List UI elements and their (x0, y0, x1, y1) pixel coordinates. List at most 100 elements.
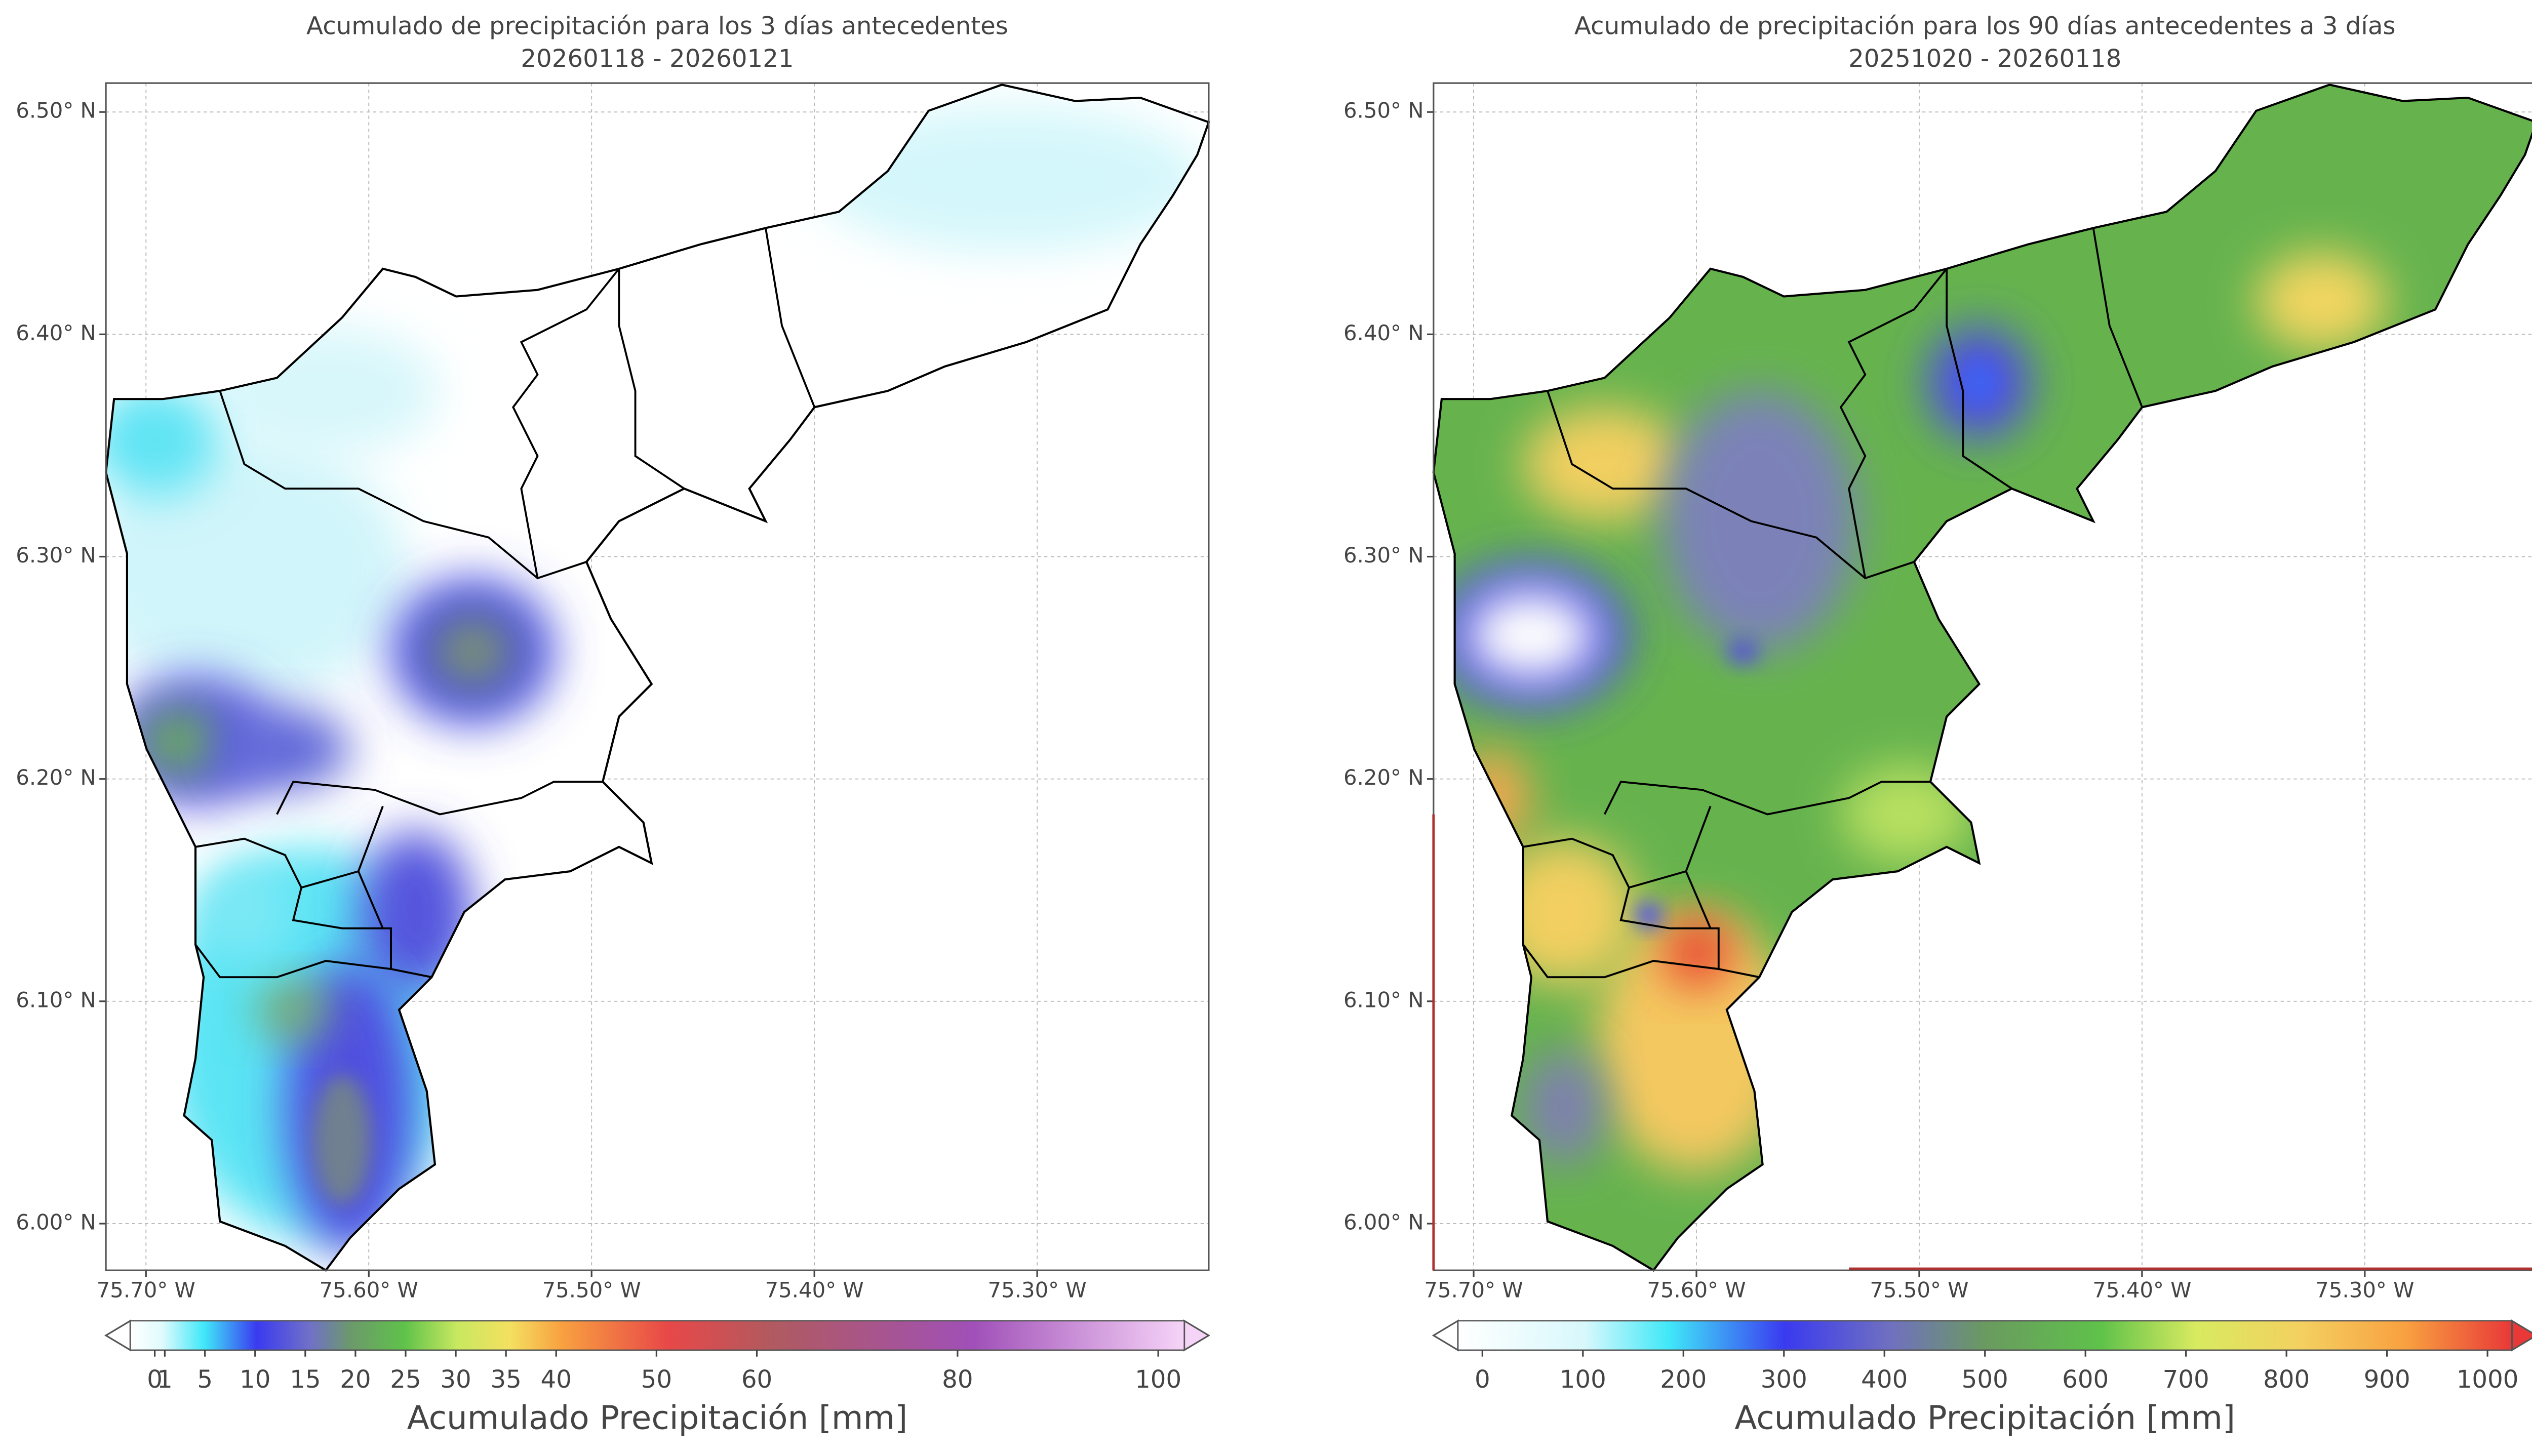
field-blob (814, 106, 1206, 253)
colorbar-tick-label: 40 (541, 1365, 572, 1394)
x-tick-label: 75.30° W (2315, 1278, 2414, 1303)
colorbar-tick-label: 0 (1475, 1365, 1490, 1394)
map-panel: Acumulado de precipitación para los 90 d… (1343, 12, 2532, 1437)
colorbar (130, 1320, 1185, 1351)
colorbar-tick-label: 25 (390, 1365, 421, 1394)
colorbar-tick-label: 30 (440, 1365, 471, 1394)
x-tick-label: 75.70° W (1424, 1278, 1523, 1303)
colorbar-tick-label: 5 (197, 1365, 213, 1394)
y-tick-label: 6.20° N (1343, 765, 1424, 790)
colorbar-tick-label: 1000 (2457, 1365, 2519, 1394)
x-tick-label: 75.30° W (988, 1278, 1087, 1303)
field-blob (1596, 912, 1792, 1173)
colorbar-tick-label: 15 (290, 1365, 321, 1394)
field-blob (138, 708, 220, 774)
field-blob (220, 708, 350, 790)
municipal-boundary (765, 228, 816, 408)
municipal-boundary (1946, 268, 2012, 490)
panel-subtitle: 20260118 - 20260121 (521, 45, 794, 73)
colorbar-tick-label: 50 (641, 1365, 672, 1394)
field-blob (212, 326, 440, 456)
y-tick-label: 6.00° N (1343, 1209, 1424, 1234)
colorbar-tick-label: 100 (1135, 1365, 1181, 1394)
field-blob (1449, 749, 1531, 847)
y-tick-label: 6.40° N (1343, 320, 1424, 345)
region-boundary (1432, 84, 2532, 1272)
municipal-boundary (1839, 268, 1948, 579)
y-tick-label: 6.50° N (16, 98, 96, 123)
precip-field (106, 85, 1209, 1271)
colorbar-tick-label: 800 (2263, 1365, 2310, 1394)
colorbar-tick-label: 60 (741, 1365, 772, 1394)
municipal-boundary (1685, 871, 1712, 929)
colorbar-tick-label: 500 (1962, 1365, 2008, 1394)
colorbar-tick-label: 0 (147, 1365, 163, 1394)
municipal-boundary (1619, 887, 1720, 969)
colorbar-tick-label: 80 (942, 1365, 973, 1394)
x-tick-label: 75.40° W (2092, 1278, 2191, 1303)
colorbar-tick-label: 900 (2364, 1365, 2410, 1394)
colorbar-tick-label: 35 (490, 1365, 521, 1394)
field-blob (312, 1075, 372, 1205)
x-tick-label: 75.60° W (1647, 1278, 1746, 1303)
municipal-boundary (2092, 228, 2143, 408)
field-blob (1661, 917, 1733, 989)
colorbar (1457, 1320, 2513, 1351)
colorbar-tick-label: 100 (1560, 1365, 1606, 1394)
colorbar-tick-label: 20 (340, 1365, 371, 1394)
colorbar-extend (2511, 1319, 2532, 1352)
field-blob (1635, 902, 1662, 928)
municipal-boundary (195, 805, 384, 889)
colorbar-label: Acumulado Precipitación [mm] (407, 1399, 908, 1437)
colorbar-tick-label: 10 (240, 1365, 270, 1394)
field-blob (195, 863, 294, 961)
axes-frame (105, 82, 1210, 1271)
field-blob (1661, 391, 1857, 652)
municipal-boundary (276, 781, 603, 816)
colorbar-extend (1432, 1319, 1459, 1352)
field-blob (431, 616, 513, 687)
region-boundary (104, 84, 1210, 1272)
colorbar-tick-label: 400 (1861, 1365, 1908, 1394)
municipal-boundary (1522, 944, 1760, 979)
map-panel: Acumulado de precipitación para los 3 dí… (16, 12, 1211, 1437)
colorbar-label: Acumulado Precipitación [mm] (1734, 1399, 2235, 1437)
y-tick-label: 6.30° N (1343, 543, 1424, 568)
colorbar-tick-label: 600 (2062, 1365, 2109, 1394)
y-tick-label: 6.40° N (16, 320, 96, 345)
axes-frame (1433, 82, 2532, 1271)
x-tick-label: 75.40° W (765, 1278, 864, 1303)
municipal-boundary (219, 390, 587, 580)
municipal-boundary (194, 944, 432, 979)
panel-title: Acumulado de precipitación para los 3 dí… (306, 12, 1008, 41)
y-tick-label: 6.10° N (1343, 987, 1424, 1012)
colorbar-tick-label: 200 (1660, 1365, 1707, 1394)
x-tick-label: 75.60° W (320, 1278, 418, 1303)
field-blob (106, 383, 220, 497)
y-tick-label: 6.00° N (16, 1209, 96, 1234)
field-blob (1523, 1050, 1605, 1165)
x-tick-label: 75.70° W (97, 1278, 195, 1303)
field-blob (106, 439, 408, 701)
y-tick-label: 6.10° N (16, 987, 96, 1012)
municipal-boundary (1603, 781, 1930, 816)
colorbar-tick-label: 700 (2163, 1365, 2209, 1394)
y-tick-label: 6.20° N (16, 765, 96, 790)
panel-title: Acumulado de precipitación para los 90 d… (1574, 12, 2396, 41)
municipal-boundary (1547, 390, 1915, 580)
municipal-boundary (292, 887, 392, 969)
field-blob (1523, 407, 1686, 521)
field-blob (1726, 638, 1760, 665)
x-tick-label: 75.50° W (542, 1278, 641, 1303)
y-tick-label: 6.50° N (1343, 98, 1424, 123)
y-tick-label: 6.30° N (16, 543, 96, 568)
colorbar-tick-label: 300 (1761, 1365, 1807, 1394)
field-blob (257, 980, 329, 1039)
municipal-boundary (357, 871, 384, 929)
field-blob (2256, 252, 2387, 350)
colorbar-extend (104, 1319, 131, 1352)
field-blob (1466, 589, 1597, 681)
panel-subtitle: 20251020 - 20260118 (1848, 45, 2121, 73)
municipal-boundary (1523, 805, 1712, 889)
